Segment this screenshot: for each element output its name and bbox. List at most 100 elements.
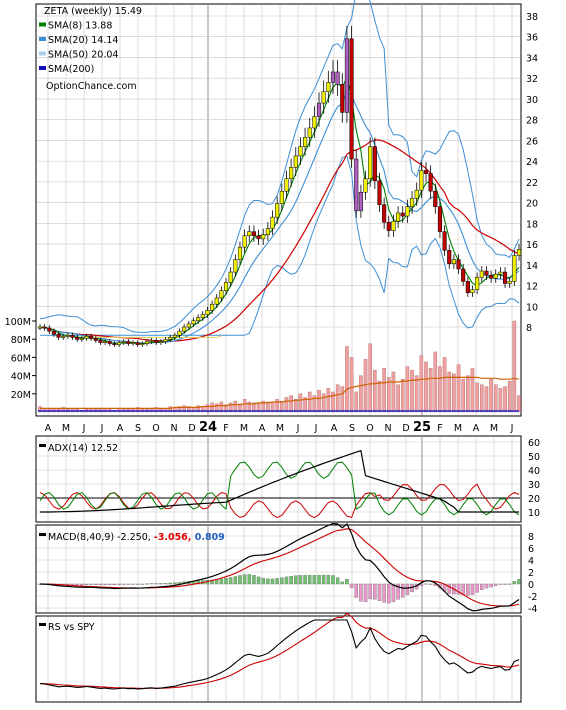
legend-label: SMA(20) 14.14 (48, 35, 118, 46)
volume-bar (298, 393, 303, 413)
candle-up (242, 235, 247, 248)
candle-up (303, 137, 308, 147)
volume-bar (466, 375, 470, 413)
candle-up (182, 326, 187, 332)
volume-bar (489, 379, 493, 413)
legend-swatch (39, 37, 46, 41)
volume-bar (187, 406, 191, 413)
macd-histogram-bar (210, 579, 214, 585)
macd-histogram-bar (173, 582, 177, 585)
macd-histogram-bar (512, 581, 517, 585)
watermark-text: OptionChance.com (46, 81, 137, 92)
candle-up (284, 178, 289, 192)
price-y-tick-label: 14 (526, 261, 538, 272)
volume-bar (405, 366, 410, 413)
candle-down (382, 204, 387, 223)
candle-up (163, 339, 168, 342)
price-y-tick-label: 12 (526, 282, 538, 293)
price-y-tick-label: 26 (526, 136, 538, 147)
price-y-tick-label: 18 (526, 219, 538, 230)
x-tick-label: A (473, 423, 480, 434)
x-tick-label: M (490, 423, 498, 434)
x-tick-label: M (240, 423, 248, 434)
macd-histogram-bar (94, 583, 98, 585)
legend-title: ZETA (weekly) 15.49 (44, 6, 142, 17)
macd-histogram-bar (242, 574, 247, 585)
macd-histogram-bar (303, 575, 307, 585)
volume-bar (386, 377, 391, 413)
candle-up (103, 341, 108, 343)
price-y-tick-label: 34 (526, 53, 538, 64)
candle-up (507, 281, 512, 284)
volume-bar (280, 400, 284, 413)
volume-bar (256, 403, 261, 413)
volume-bar (205, 404, 210, 413)
candle-up (158, 341, 163, 343)
volume-bar (447, 371, 452, 413)
macd-histogram-bar (233, 576, 238, 585)
volume-bar (493, 384, 498, 413)
bollinger-lower-line (40, 155, 520, 336)
candle-up (200, 314, 205, 318)
macd-histogram-bar (359, 583, 363, 602)
macd-y-tick-label: 2 (528, 568, 534, 579)
adx-y-tick-label: 20 (528, 494, 540, 505)
x-tick-label: A (259, 423, 266, 434)
macd-histogram-bar (428, 583, 433, 585)
macd-y-tick-label: 8 (528, 532, 534, 543)
macd-histogram-bar (131, 583, 135, 585)
macd-histogram-bar (103, 583, 107, 585)
macd-histogram-bar (387, 583, 391, 604)
volume-bar (275, 399, 279, 413)
volume-bar (461, 379, 465, 413)
candle-up (516, 249, 522, 256)
candle-up (223, 282, 229, 291)
candle-up (186, 323, 191, 328)
volume-bar (377, 380, 382, 413)
macd-histogram-bar (507, 583, 512, 585)
macd-histogram-bar (112, 583, 117, 586)
candle-up (79, 338, 84, 340)
macd-histogram-bar (228, 577, 233, 585)
candle-down (456, 259, 461, 270)
volume-y-tick-label: 40M (11, 372, 31, 383)
price-y-tick-label: 20 (526, 199, 538, 210)
volume-bar (363, 359, 368, 413)
macd-histogram-bar (475, 583, 479, 593)
candle-up (265, 228, 270, 235)
candle-up (37, 326, 43, 329)
candle-up (512, 255, 517, 282)
x-tick-label: A (45, 423, 52, 434)
macd-histogram-bar (493, 583, 498, 586)
volume-bar (261, 400, 266, 413)
candle-down (372, 146, 377, 182)
macd-histogram-bar (247, 574, 252, 585)
adx-legend-swatch (39, 444, 46, 447)
volume-bar (424, 361, 428, 413)
volume-bar (289, 395, 293, 413)
macd-histogram-bar (75, 583, 79, 586)
price-y-tick-label: 24 (526, 157, 538, 168)
macd-histogram-bar (280, 577, 284, 585)
macd-label: MACD(8,40,9) -2.250, -3.056, 0.809 (48, 532, 225, 543)
price-y-tick-label: 36 (526, 33, 538, 44)
macd-histogram-bar (126, 583, 131, 585)
candle-up (214, 297, 219, 305)
x-tick-label: N (384, 423, 391, 434)
candle-up (391, 221, 396, 231)
candle-down (135, 342, 140, 345)
candle-down (465, 281, 470, 294)
di-minus-line (39, 483, 520, 519)
macd-y-tick-label: 4 (528, 556, 534, 567)
candle-up (237, 246, 243, 260)
volume-y-tick-label: 20M (11, 390, 31, 401)
macd-histogram-bar (335, 577, 340, 585)
candle-down (484, 270, 489, 276)
macd-histogram-bar (266, 578, 270, 585)
macd-y-tick-label: 6 (528, 544, 534, 555)
macd-histogram-bar (321, 574, 326, 585)
candle-up (298, 146, 303, 157)
price-y-tick-label: 16 (526, 240, 538, 251)
